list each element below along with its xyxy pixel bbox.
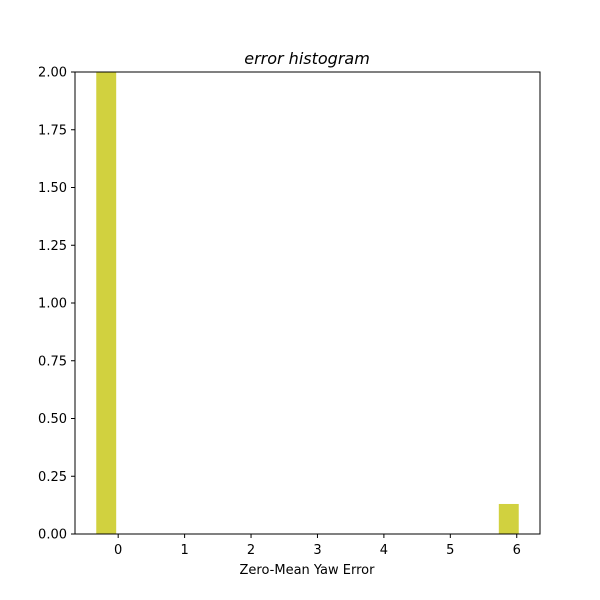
x-axis-label: Zero-Mean Yaw Error <box>240 563 376 578</box>
y-tick-label-7: 1.75 <box>38 123 67 138</box>
bars-group <box>96 72 519 534</box>
y-tick-label-2: 0.50 <box>38 412 67 427</box>
x-tick-label-5: 5 <box>446 543 454 558</box>
histogram-bar-0 <box>96 72 117 534</box>
y-tick-label-0: 0.00 <box>38 528 67 543</box>
y-axis-ticks: 0.00 0.25 0.50 0.75 1.00 1.25 1.50 1.75 2.00 <box>38 66 75 543</box>
x-axis-ticks: 0 1 2 3 4 5 6 <box>114 534 521 558</box>
histogram-bar-1 <box>498 503 519 534</box>
y-tick-label-3: 0.75 <box>38 354 67 369</box>
x-tick-label-3: 3 <box>313 543 321 558</box>
plot-frame <box>74 71 541 535</box>
x-tick-label-0: 0 <box>114 543 122 558</box>
x-tick-label-6: 6 <box>513 543 521 558</box>
y-tick-label-6: 1.50 <box>38 181 67 196</box>
x-tick-label-4: 4 <box>380 543 388 558</box>
y-tick-label-1: 0.25 <box>38 470 67 485</box>
y-tick-label-8: 2.00 <box>38 66 67 81</box>
chart-title: error histogram <box>244 49 370 68</box>
x-tick-label-1: 1 <box>180 543 188 558</box>
x-tick-label-2: 2 <box>247 543 255 558</box>
y-tick-label-5: 1.25 <box>38 239 67 254</box>
y-tick-label-4: 1.00 <box>38 297 67 312</box>
